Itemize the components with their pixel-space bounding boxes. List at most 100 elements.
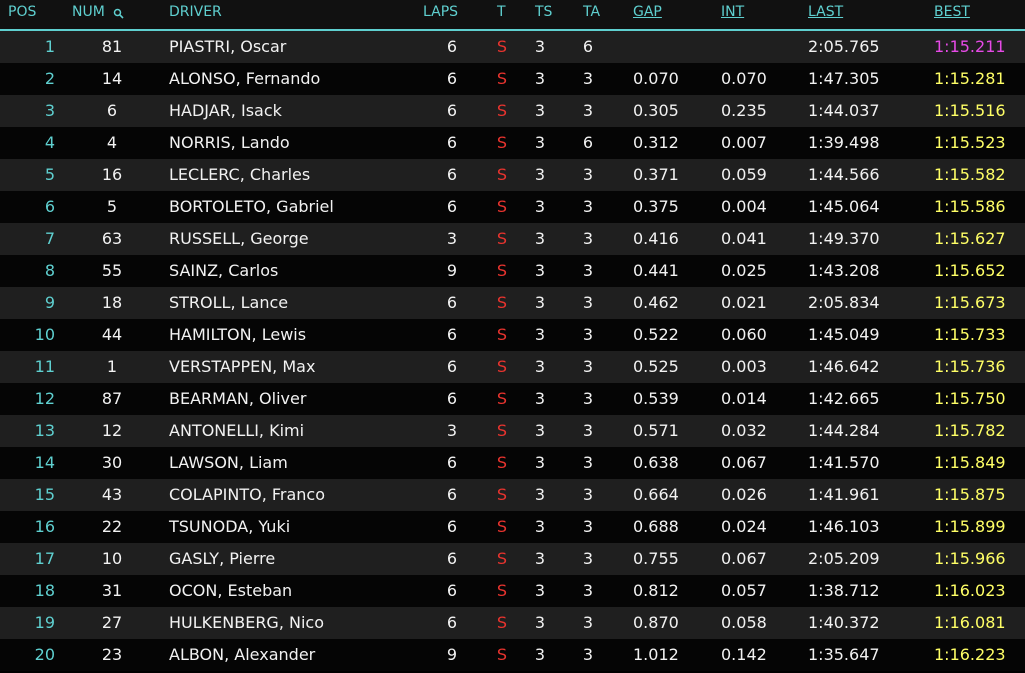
car-number: 12 xyxy=(101,421,123,440)
driver-row[interactable]: 9 18 STROLL, Lance 6 S 3 3 0.462 0.021 2:05.834 1:… xyxy=(0,287,1025,319)
column-header[interactable]: TS xyxy=(535,4,553,20)
driver-row[interactable]: 11 1 VERSTAPPEN, Max 6 S 3 3 0.525 0.003 1:46.642… xyxy=(0,351,1025,383)
best-lap: 1:15.782 xyxy=(934,421,1006,440)
gap: 0.462 xyxy=(633,293,679,312)
column-header[interactable]: TA xyxy=(583,4,601,20)
driver-row[interactable]: 4 4 NORRIS, Lando 6 S 3 6 0.312 0.007 1:39.498 1:1… xyxy=(0,127,1025,159)
tyre-stint: 3 xyxy=(534,197,546,216)
car-number: 44 xyxy=(101,325,123,344)
driver-row[interactable]: 3 6 HADJAR, Isack 6 S 3 3 0.305 0.235 1:44.037 1:1… xyxy=(0,95,1025,127)
driver-name: BORTOLETO, Gabriel xyxy=(169,197,334,216)
interval: 0.007 xyxy=(721,133,767,152)
car-number: 27 xyxy=(101,613,123,632)
car-number: 87 xyxy=(101,389,123,408)
tyre: S xyxy=(496,261,508,280)
driver-row[interactable]: 14 30 LAWSON, Liam 6 S 3 3 0.638 0.067 1:41.570 1:… xyxy=(0,447,1025,479)
laps: 6 xyxy=(446,37,457,56)
interval: 0.067 xyxy=(721,453,767,472)
car-number: 55 xyxy=(101,261,123,280)
interval: 0.014 xyxy=(721,389,767,408)
car-number: 6 xyxy=(106,101,118,120)
interval: 0.041 xyxy=(721,229,767,248)
tyre: S xyxy=(496,581,508,600)
position: 3 xyxy=(44,101,55,120)
laps: 6 xyxy=(446,133,457,152)
best-lap: 1:15.652 xyxy=(934,261,1006,280)
driver-row[interactable]: 13 12 ANTONELLI, Kimi 3 S 3 3 0.571 0.032 1:44.28… xyxy=(0,415,1025,447)
driver-row[interactable]: 2 14 ALONSO, Fernando 6 S 3 3 0.070 0.070 1:47.30… xyxy=(0,63,1025,95)
column-header[interactable]: BEST xyxy=(934,4,970,20)
tyre-stint: 3 xyxy=(534,421,546,440)
best-lap: 1:15.733 xyxy=(934,325,1006,344)
column-header[interactable]: POS xyxy=(8,4,37,20)
column-header[interactable]: GAP xyxy=(633,4,662,20)
position: 19 xyxy=(34,613,55,632)
position: 12 xyxy=(34,389,55,408)
column-header[interactable]: T xyxy=(497,4,506,20)
driver-row[interactable]: 7 63 RUSSELL, George 3 S 3 3 0.416 0.041 1:49.370… xyxy=(0,223,1025,255)
tyre-stint: 3 xyxy=(534,613,546,632)
column-header[interactable]: LAST xyxy=(808,4,844,20)
tyre-age: 3 xyxy=(582,613,594,632)
last-lap: 1:41.570 xyxy=(808,453,880,472)
driver-row[interactable]: 5 16 LECLERC, Charles 6 S 3 3 0.371 0.059 1:44.56… xyxy=(0,159,1025,191)
driver-row[interactable]: 10 44 HAMILTON, Lewis 6 S 3 3 0.522 0.060 1:45.04… xyxy=(0,319,1025,351)
interval: 0.067 xyxy=(721,549,767,568)
column-header[interactable]: DRIVER xyxy=(169,4,222,20)
tyre-age: 3 xyxy=(582,69,594,88)
driver-row[interactable]: 20 23 ALBON, Alexander 9 S 3 3 1.012 0.142 1:35.6… xyxy=(0,639,1025,671)
last-lap: 1:46.103 xyxy=(808,517,880,536)
gap: 0.664 xyxy=(633,485,679,504)
interval: 0.032 xyxy=(721,421,767,440)
driver-row[interactable]: 17 10 GASLY, Pierre 6 S 3 3 0.755 0.067 2:05.209 1… xyxy=(0,543,1025,575)
gap: 0.371 xyxy=(633,165,679,184)
driver-row[interactable]: 18 31 OCON, Esteban 6 S 3 3 0.812 0.057 1:38.712 1… xyxy=(0,575,1025,607)
driver-name: TSUNODA, Yuki xyxy=(169,517,291,536)
search-icon[interactable] xyxy=(113,8,124,19)
driver-name: STROLL, Lance xyxy=(169,293,289,312)
laps: 6 xyxy=(446,325,457,344)
laps: 6 xyxy=(446,581,457,600)
driver-row[interactable]: 19 27 HULKENBERG, Nico 6 S 3 3 0.870 0.058 1:40.3… xyxy=(0,607,1025,639)
laps: 6 xyxy=(446,453,457,472)
gap: 0.522 xyxy=(633,325,679,344)
tyre: S xyxy=(496,69,508,88)
driver-row[interactable]: 8 55 SAINZ, Carlos 9 S 3 3 0.441 0.025 1:43.208 1:… xyxy=(0,255,1025,287)
gap: 0.870 xyxy=(633,613,679,632)
laps: 3 xyxy=(446,421,457,440)
driver-name: HULKENBERG, Nico xyxy=(169,613,324,632)
position: 1 xyxy=(44,37,55,56)
best-lap: 1:15.582 xyxy=(934,165,1006,184)
interval: 0.026 xyxy=(721,485,767,504)
best-lap: 1:16.081 xyxy=(934,613,1006,632)
driver-row[interactable]: 1 81 PIASTRI, Oscar 6 S 3 6 2:05.765 1:15.211 xyxy=(0,31,1025,63)
last-lap: 2:05.834 xyxy=(808,293,880,312)
driver-row[interactable]: 15 43 COLAPINTO, Franco 6 S 3 3 0.664 0.026 1:41.… xyxy=(0,479,1025,511)
last-lap: 2:05.765 xyxy=(808,37,880,56)
laps: 6 xyxy=(446,197,457,216)
tyre-stint: 3 xyxy=(534,165,546,184)
last-lap: 1:44.284 xyxy=(808,421,880,440)
tyre: S xyxy=(496,133,508,152)
driver-name: OCON, Esteban xyxy=(169,581,293,600)
car-number: 16 xyxy=(101,165,123,184)
tyre: S xyxy=(496,197,508,216)
column-header[interactable]: LAPS xyxy=(423,4,459,20)
gap: 0.070 xyxy=(633,69,679,88)
driver-name: SAINZ, Carlos xyxy=(169,261,279,280)
column-header[interactable]: NUM xyxy=(72,4,105,20)
tyre-stint: 3 xyxy=(534,549,546,568)
laps: 6 xyxy=(446,485,457,504)
driver-row[interactable]: 16 22 TSUNODA, Yuki 6 S 3 3 0.688 0.024 1:46.103 1… xyxy=(0,511,1025,543)
driver-row[interactable]: 6 5 BORTOLETO, Gabriel 6 S 3 3 0.375 0.004 1:45.0… xyxy=(0,191,1025,223)
position: 10 xyxy=(34,325,55,344)
tyre: S xyxy=(496,37,508,56)
driver-row[interactable]: 12 87 BEARMAN, Oliver 6 S 3 3 0.539 0.014 1:42.66… xyxy=(0,383,1025,415)
interval: 0.060 xyxy=(721,325,767,344)
laps: 3 xyxy=(446,229,457,248)
driver-name: NORRIS, Lando xyxy=(169,133,290,152)
last-lap: 1:43.208 xyxy=(808,261,880,280)
column-header[interactable]: INT xyxy=(721,4,745,20)
position: 11 xyxy=(34,357,55,376)
